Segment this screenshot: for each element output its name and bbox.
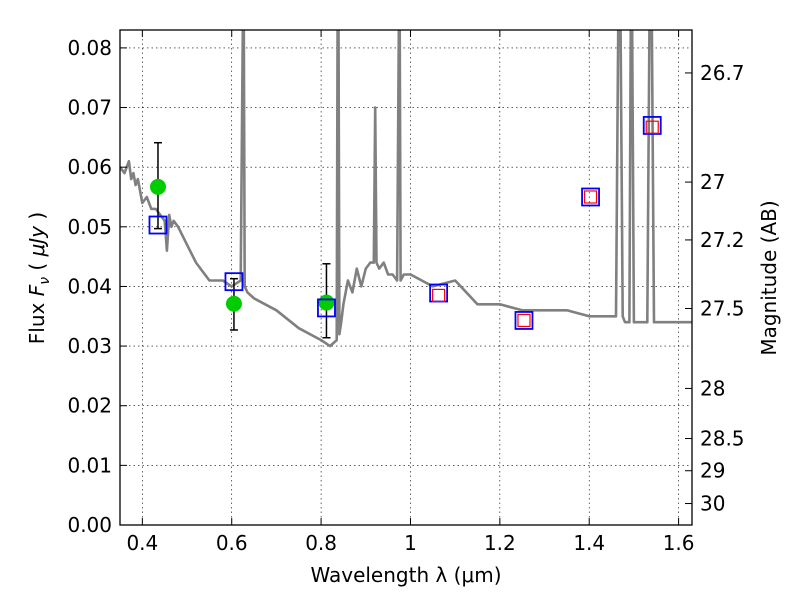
x-tick-label: 1.4 [573,531,605,555]
x-tick-label: 0.6 [216,531,248,555]
x-tick-label: 0.8 [305,531,337,555]
grid [120,30,692,526]
model-band-flux-square-red [517,313,531,328]
y-axis-title-unit: μJy [25,225,49,258]
model-band-flux-square [642,116,662,135]
y-tick-label: 0.06 [67,155,112,179]
observed-flux-point [318,294,335,311]
x-tick-label: 1.2 [484,531,516,555]
y2-tick-label: 26.7 [700,61,745,85]
y-tick-label: 0.00 [67,513,112,537]
model-band-flux-square [224,272,244,292]
y-tick-label: 0.03 [67,334,112,358]
y-axis-title-mid: ( [25,256,49,277]
x-tick-label: 0.4 [126,531,158,555]
y-tick-label: 0.04 [67,274,112,298]
y-tick-label: 0.05 [67,215,112,239]
plot-frame [119,29,693,526]
y2-tick-label: 27.5 [700,297,745,321]
y-axis-title-tail: ) [25,212,49,226]
y-axis-title-symbol: F [25,284,49,296]
x-axis-title: Wavelength λ (μm) [310,563,501,587]
y-tick-label: 0.08 [67,36,112,60]
y2-tick-label: 27 [700,170,725,194]
model-band-flux-square-red [583,190,598,204]
y2-tick-label: 27.2 [700,228,745,252]
y-axis-title: Flux Fν ( μJy ) [25,212,53,344]
x-tick-label: 1 [404,531,417,555]
model-band-flux-square-red [645,120,659,134]
model-spectrum-line [120,30,692,348]
y-axis-title-subscript: ν [37,277,53,285]
model-band-flux-square [148,215,168,235]
model-band-flux-square [514,311,534,330]
y-tick-label: 0.02 [67,394,112,418]
y-tick-label: 0.01 [67,453,112,477]
model-band-flux-square [317,298,336,318]
observed-flux-point [149,178,166,195]
data-layer [120,30,692,348]
y2-tick-label: 30 [700,492,725,516]
model-band-flux-square-red [432,288,446,302]
plot-background [120,30,692,525]
y2-axis-title: Magnitude (AB) [757,200,781,355]
y2-tick-label: 28.5 [700,427,745,451]
y-tick-label: 0.07 [67,96,112,120]
x-tick-label: 1.6 [663,531,695,555]
y-axis-title-lead: Flux [25,296,49,344]
model-band-flux-square [581,187,600,207]
ticks: 0.4 0.6 0.8 1 1.2 1.4 1.6 0.00 0.01 0.02 0.03 0.04 0… [67,30,745,555]
y2-tick-label: 28 [700,376,725,400]
y2-tick-label: 29 [700,459,725,483]
observed-flux-point [225,295,242,312]
